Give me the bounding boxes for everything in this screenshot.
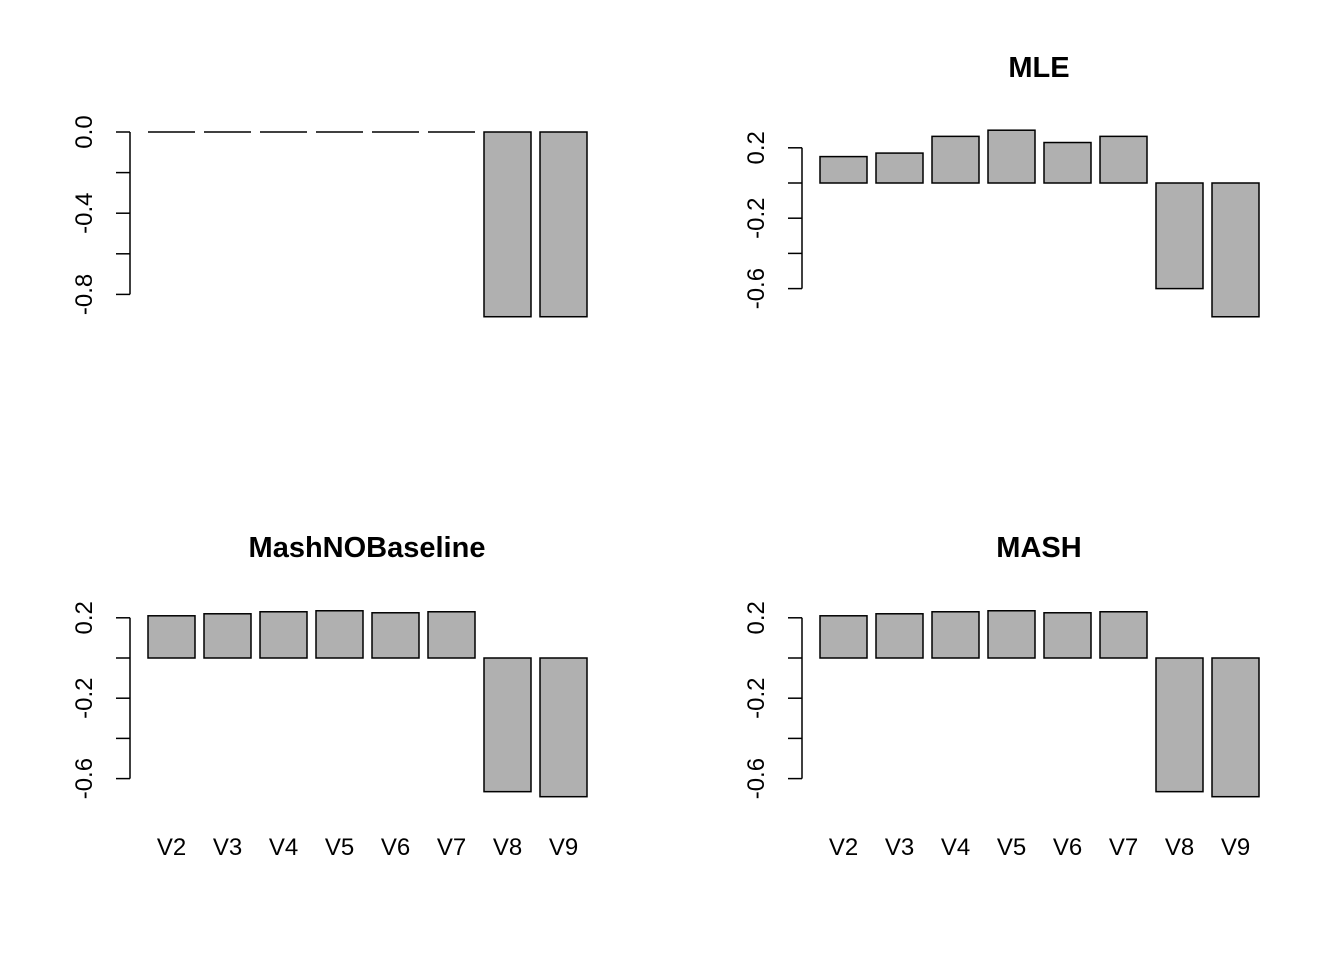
bar-v6 — [1043, 141, 1092, 184]
bar-v9 — [1211, 657, 1260, 798]
bar-v7 — [1099, 611, 1148, 659]
category-label-v2: V2 — [829, 834, 858, 861]
y-tick-label: 0.2 — [743, 131, 770, 164]
y-tick-label: -0.8 — [71, 274, 98, 315]
category-label-v4: V4 — [269, 834, 298, 861]
bar-v8 — [1155, 657, 1204, 793]
bar-v8 — [1155, 182, 1204, 290]
bar-v4 — [931, 135, 980, 184]
chart-panel-3: MashNOBaseline V2 V3 V4 V5 V6 V7 V8 V9 0.2 -0.2 -0.… — [71, 532, 588, 861]
bar-v3 — [203, 613, 252, 659]
bar-v6 — [1043, 612, 1092, 659]
category-label-v9: V9 — [1221, 834, 1250, 861]
category-label-v4: V4 — [941, 834, 970, 861]
bar-v3 — [875, 613, 924, 659]
category-label-v8: V8 — [493, 834, 522, 861]
y-tick-label: 0.2 — [71, 601, 98, 634]
chart-panel-4: MASH V2 V3 V4 V5 V6 V7 V8 V9 0.2 -0.2 -0.6 — [743, 532, 1260, 861]
bar-v8 — [483, 131, 532, 318]
category-label-v5: V5 — [997, 834, 1026, 861]
chart-title: MASH — [996, 532, 1081, 564]
y-tick-label: -0.2 — [743, 678, 770, 719]
bar-v9 — [539, 131, 588, 318]
bar-v5 — [315, 610, 364, 659]
category-label-v7: V7 — [437, 834, 466, 861]
category-label-v2: V2 — [157, 834, 186, 861]
chart-title: MLE — [1008, 52, 1069, 84]
y-tick-label: -0.4 — [71, 193, 98, 234]
bar-v8 — [483, 657, 532, 793]
category-label-v6: V6 — [1053, 834, 1082, 861]
category-label-v3: V3 — [885, 834, 914, 861]
bar-v9 — [539, 657, 588, 798]
bar-v4 — [931, 611, 980, 659]
chart-panel-2: MLE 0.2 -0.2 -0.6 — [743, 52, 1260, 318]
category-label-v3: V3 — [213, 834, 242, 861]
bar-v6 — [371, 612, 420, 659]
y-tick-label: -0.6 — [743, 758, 770, 799]
y-tick-label: 0.0 — [71, 115, 98, 148]
bar-v7 — [427, 611, 476, 659]
bar-v2 — [819, 155, 868, 184]
y-tick-label: 0.2 — [743, 601, 770, 634]
chart-panel-1: 0.0 -0.4 -0.8 — [71, 115, 588, 318]
y-tick-label: -0.6 — [743, 268, 770, 309]
bar-v4 — [259, 611, 308, 659]
bar-v5 — [987, 610, 1036, 659]
category-label-v7: V7 — [1109, 834, 1138, 861]
category-label-v5: V5 — [325, 834, 354, 861]
category-label-v8: V8 — [1165, 834, 1194, 861]
chart-title: MashNOBaseline — [249, 532, 486, 564]
category-label-v9: V9 — [549, 834, 578, 861]
bar-v2 — [147, 615, 196, 659]
bar-v9 — [1211, 182, 1260, 318]
y-tick-label: -0.2 — [71, 678, 98, 719]
y-tick-label: -0.6 — [71, 758, 98, 799]
y-tick-label: -0.2 — [743, 198, 770, 239]
bar-v5 — [987, 129, 1036, 184]
bar-v7 — [1099, 135, 1148, 184]
bar-v3 — [875, 152, 924, 184]
bar-v2 — [819, 615, 868, 659]
category-label-v6: V6 — [381, 834, 410, 861]
